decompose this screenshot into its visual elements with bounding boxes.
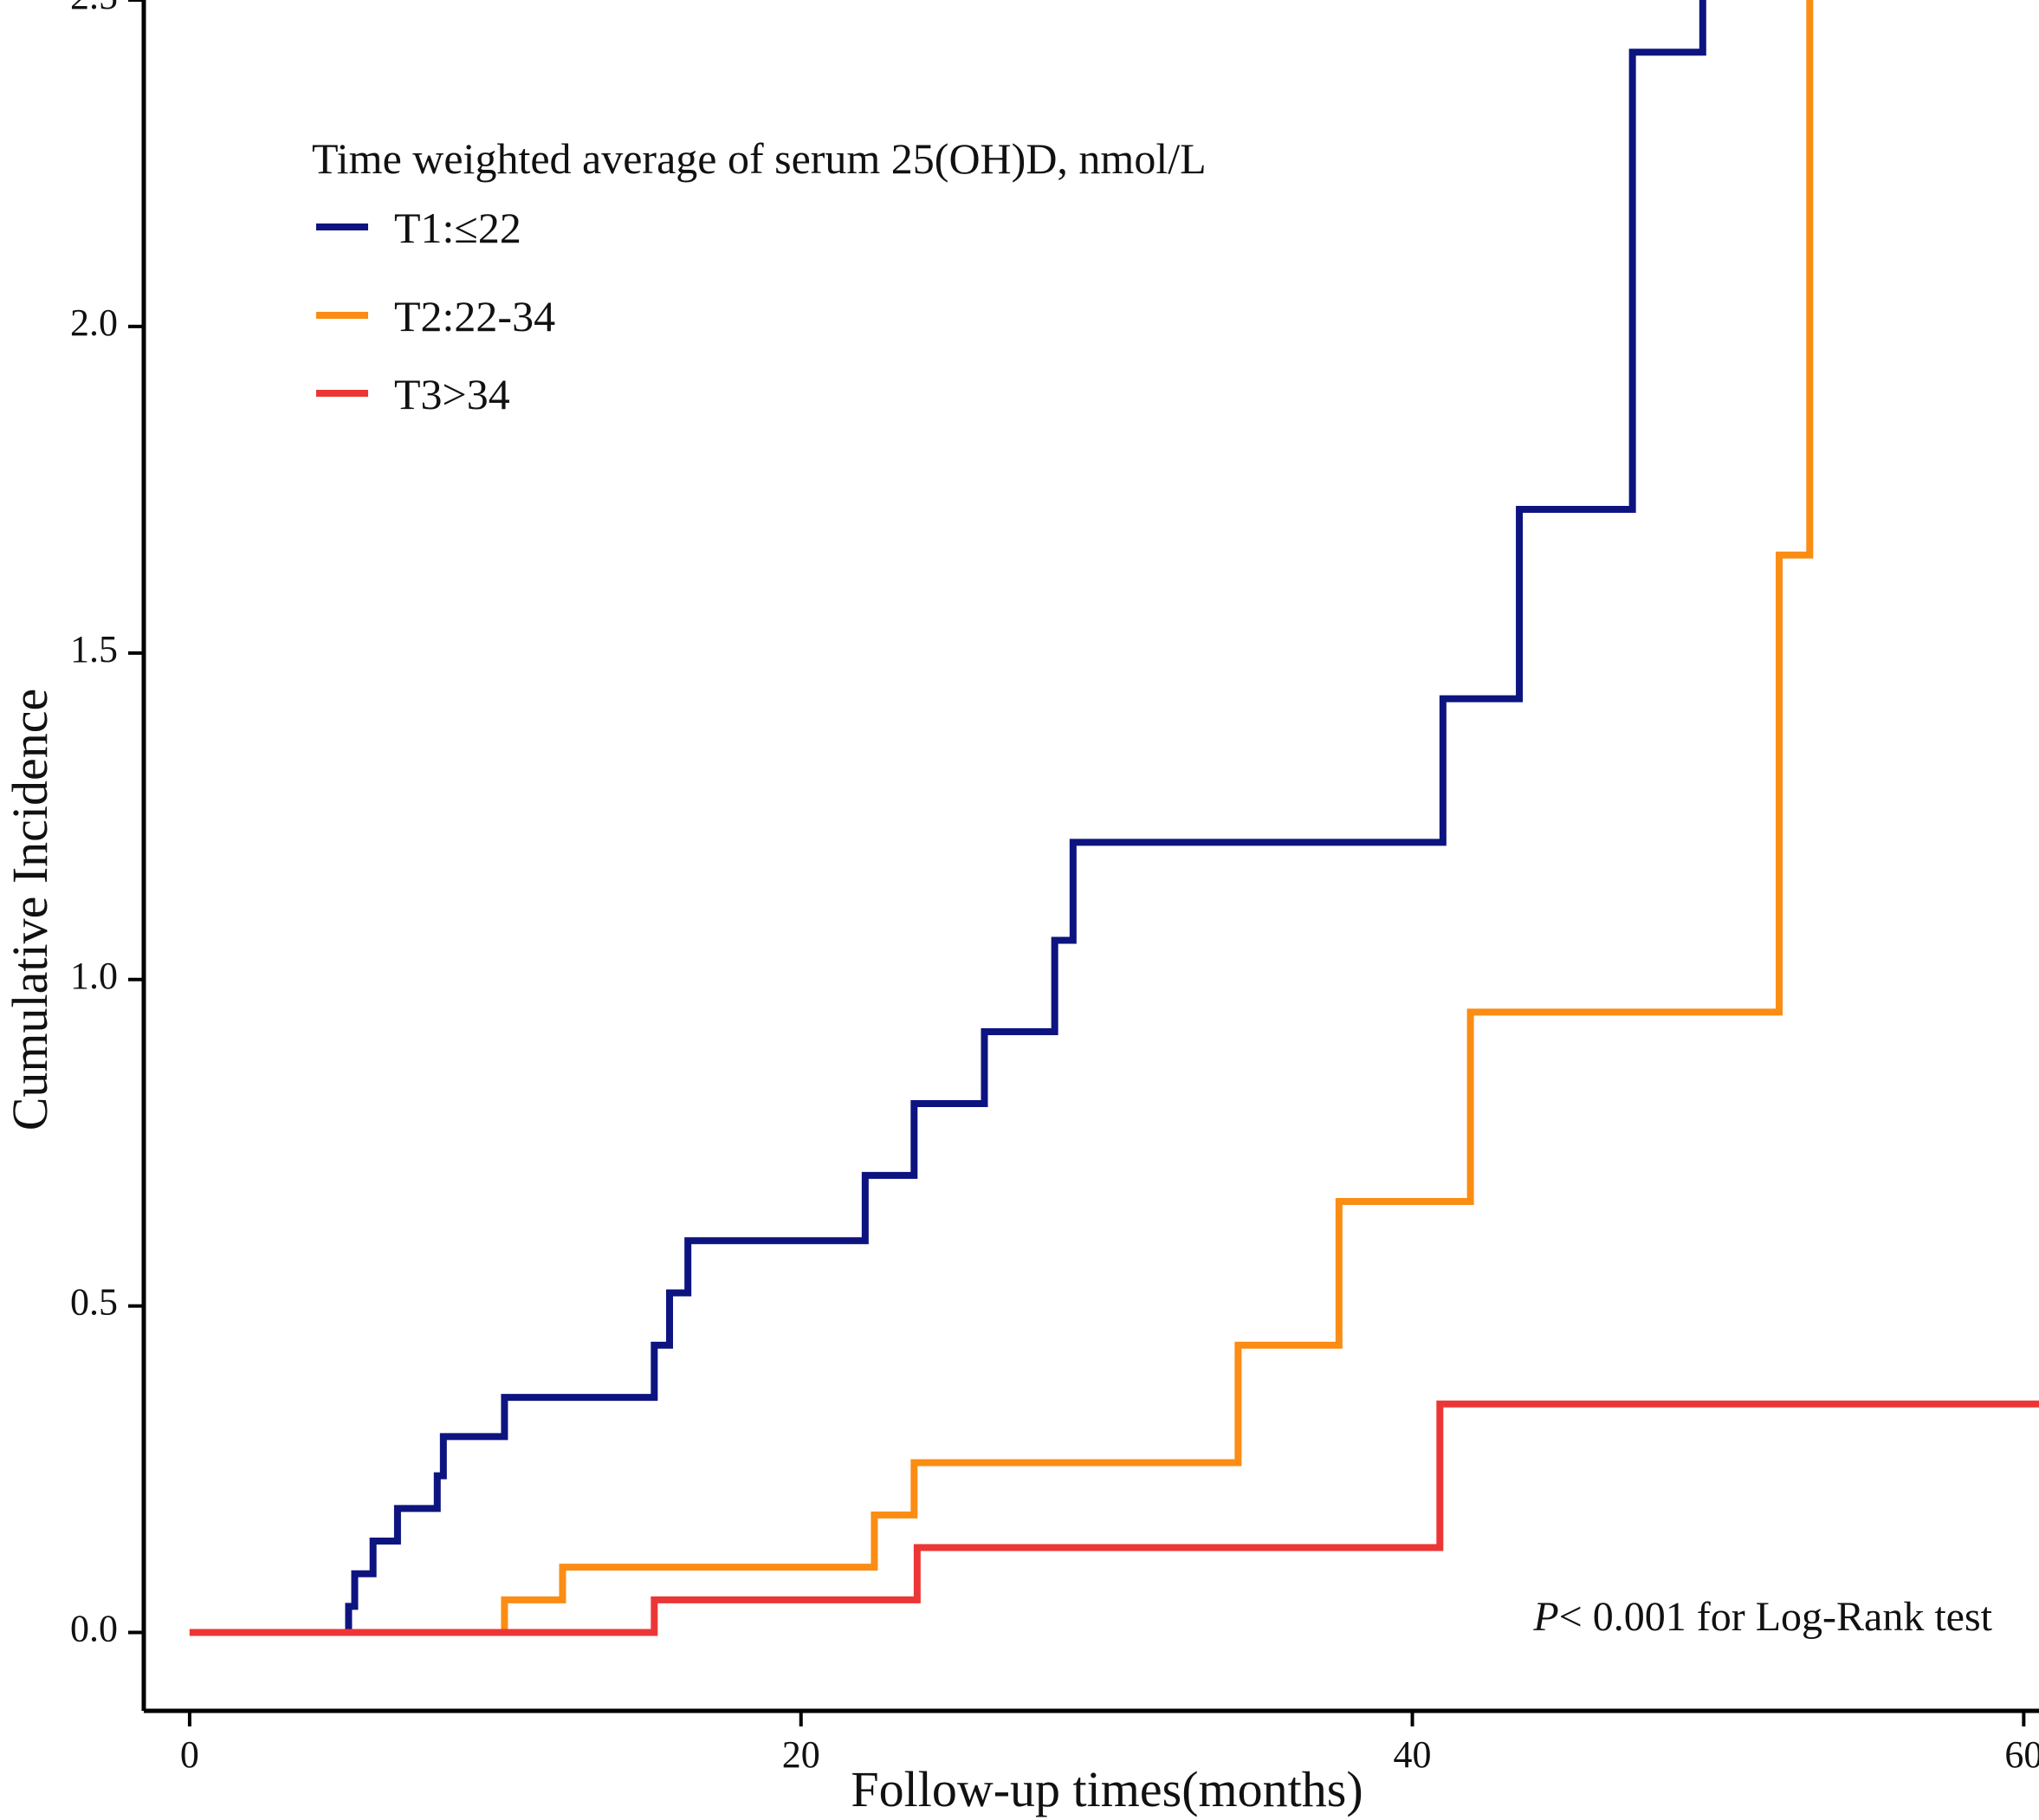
series-layer xyxy=(189,0,2039,1636)
legend-label-t1: T1:≤22 xyxy=(394,204,521,252)
y-tick-label: 1.0 xyxy=(70,955,118,997)
x-tick-label: 0 xyxy=(180,1733,199,1776)
y-tick-label: 1.5 xyxy=(70,628,118,670)
legend-label-t3: T3>34 xyxy=(394,370,510,418)
x-axis-title: Follow-up times(months) xyxy=(851,1761,1363,1817)
series-t3-line xyxy=(189,1400,2039,1636)
axes-layer xyxy=(141,0,2039,1713)
series-t1-line xyxy=(189,0,1706,1636)
x-tick-label: 40 xyxy=(1394,1733,1432,1776)
y-axis-title: Cumulative Incidence xyxy=(2,689,58,1131)
series-t2-line xyxy=(189,0,1814,1636)
x-tick-label: 20 xyxy=(782,1733,820,1776)
legend: Time weighted average of serum 25(OH)D, … xyxy=(312,134,1207,418)
legend-title: Time weighted average of serum 25(OH)D, … xyxy=(312,134,1207,183)
legend-label-t2: T2:22-34 xyxy=(394,292,555,340)
ticks-layer: 0.0 0.5 1.0 1.5 2.0 2.5 0 20 40 60 xyxy=(70,0,2039,1776)
y-tick-label: 0.5 xyxy=(70,1281,118,1324)
y-tick-label: 2.5 xyxy=(70,0,118,17)
y-tick-label: 0.0 xyxy=(70,1608,118,1650)
log-rank-annotation: P< 0.001 for Log-Rank test xyxy=(1532,1594,1992,1640)
x-tick-label: 60 xyxy=(2004,1733,2039,1776)
y-tick-label: 2.0 xyxy=(70,301,118,344)
p-value-label: P xyxy=(1532,1594,1558,1640)
log-rank-text: < 0.001 for Log-Rank test xyxy=(1559,1594,1993,1640)
